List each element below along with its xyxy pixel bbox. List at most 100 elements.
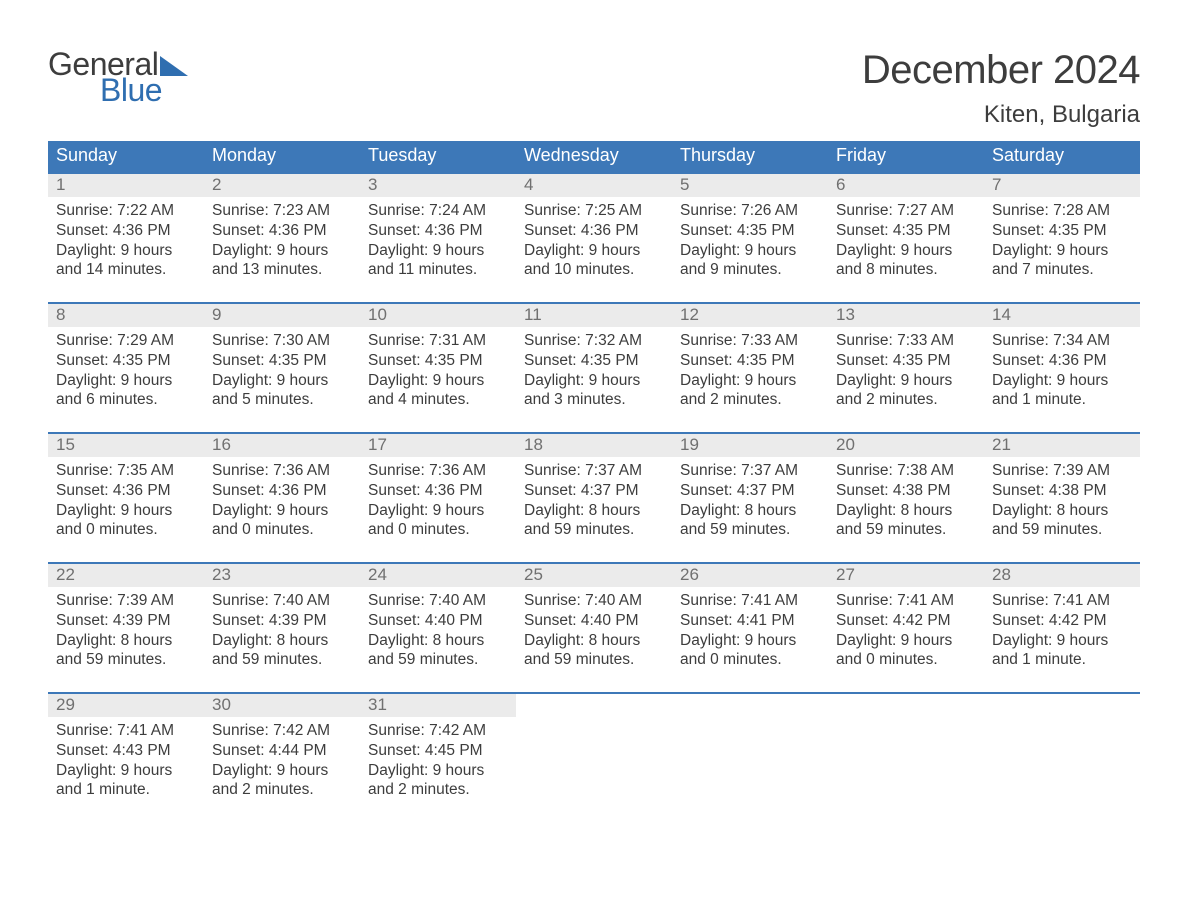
day-sunset: Sunset: 4:37 PM — [524, 481, 664, 501]
day-dl1: Daylight: 9 hours — [56, 371, 196, 391]
day-dl2: and 1 minute. — [992, 390, 1132, 410]
daynum-band: 19 — [672, 434, 828, 457]
day-dl1: Daylight: 9 hours — [56, 761, 196, 781]
day-sunrise: Sunrise: 7:41 AM — [680, 591, 820, 611]
daynum-band: 10 — [360, 304, 516, 327]
daynum-band: 28 — [984, 564, 1140, 587]
day-body: Sunrise: 7:40 AMSunset: 4:39 PMDaylight:… — [204, 587, 360, 670]
day-dl2: and 10 minutes. — [524, 260, 664, 280]
day-dl1: Daylight: 9 hours — [680, 631, 820, 651]
day-number: 17 — [368, 435, 387, 454]
day-body: Sunrise: 7:23 AMSunset: 4:36 PMDaylight:… — [204, 197, 360, 280]
day-sunrise: Sunrise: 7:41 AM — [992, 591, 1132, 611]
daynum-band: 25 — [516, 564, 672, 587]
day-sunrise: Sunrise: 7:26 AM — [680, 201, 820, 221]
day-number: 27 — [836, 565, 855, 584]
day-dl2: and 1 minute. — [992, 650, 1132, 670]
day-dl1: Daylight: 9 hours — [524, 371, 664, 391]
day-dl2: and 2 minutes. — [836, 390, 976, 410]
day-sunset: Sunset: 4:39 PM — [56, 611, 196, 631]
calendar-day: 31Sunrise: 7:42 AMSunset: 4:45 PMDayligh… — [360, 694, 516, 808]
day-number: 20 — [836, 435, 855, 454]
day-number: 22 — [56, 565, 75, 584]
calendar-week: 15Sunrise: 7:35 AMSunset: 4:36 PMDayligh… — [48, 432, 1140, 562]
calendar-day: 30 Sunrise: 7:42 AMSunset: 4:44 PMDayligh… — [204, 694, 360, 808]
day-sunrise: Sunrise: 7:41 AM — [836, 591, 976, 611]
day-dl1: Daylight: 9 hours — [212, 241, 352, 261]
day-dl2: and 59 minutes. — [680, 520, 820, 540]
logo-word-blue: Blue — [100, 74, 188, 106]
logo: General Blue — [48, 48, 188, 106]
day-dl2: and 59 minutes. — [56, 650, 196, 670]
day-sunset: Sunset: 4:35 PM — [368, 351, 508, 371]
day-sunset: Sunset: 4:40 PM — [524, 611, 664, 631]
calendar-day: 19Sunrise: 7:37 AMSunset: 4:37 PMDayligh… — [672, 434, 828, 562]
day-sunrise: Sunrise: 7:25 AM — [524, 201, 664, 221]
day-sunset: Sunset: 4:41 PM — [680, 611, 820, 631]
day-number: 10 — [368, 305, 387, 324]
day-dl1: Daylight: 8 hours — [368, 631, 508, 651]
day-sunrise: Sunrise: 7:27 AM — [836, 201, 976, 221]
day-body: Sunrise: 7:29 AMSunset: 4:35 PMDaylight:… — [48, 327, 204, 410]
day-dl1: Daylight: 9 hours — [992, 631, 1132, 651]
day-sunset: Sunset: 4:36 PM — [56, 481, 196, 501]
day-sunset: Sunset: 4:35 PM — [680, 221, 820, 241]
day-dl1: Daylight: 8 hours — [56, 631, 196, 651]
day-dl1: Daylight: 9 hours — [368, 371, 508, 391]
day-body: Sunrise: 7:31 AMSunset: 4:35 PMDaylight:… — [360, 327, 516, 410]
day-body: Sunrise: 7:41 AMSunset: 4:43 PMDaylight:… — [48, 717, 204, 800]
day-dl1: Daylight: 9 hours — [992, 371, 1132, 391]
day-number: 13 — [836, 305, 855, 324]
day-number: 29 — [56, 695, 75, 714]
day-sunset: Sunset: 4:38 PM — [836, 481, 976, 501]
calendar-day: 1Sunrise: 7:22 AMSunset: 4:36 PMDaylight… — [48, 174, 204, 302]
day-header-fri: Friday — [828, 141, 984, 172]
day-header-thu: Thursday — [672, 141, 828, 172]
day-sunrise: Sunrise: 7:39 AM — [992, 461, 1132, 481]
day-sunset: Sunset: 4:36 PM — [368, 481, 508, 501]
calendar-day: 5Sunrise: 7:26 AMSunset: 4:35 PMDaylight… — [672, 174, 828, 302]
day-number: 25 — [524, 565, 543, 584]
daynum-band: 2 — [204, 174, 360, 197]
day-sunset: Sunset: 4:42 PM — [992, 611, 1132, 631]
day-sunrise: Sunrise: 7:37 AM — [524, 461, 664, 481]
daynum-band: 5 — [672, 174, 828, 197]
day-dl2: and 0 minutes. — [56, 520, 196, 540]
daynum-band: 3 — [360, 174, 516, 197]
daynum-band: 1 — [48, 174, 204, 197]
day-sunrise: Sunrise: 7:30 AM — [212, 331, 352, 351]
day-body: Sunrise: 7:34 AMSunset: 4:36 PMDaylight:… — [984, 327, 1140, 410]
month-title: December 2024 — [862, 48, 1140, 93]
calendar-day: 26Sunrise: 7:41 AMSunset: 4:41 PMDayligh… — [672, 564, 828, 692]
calendar-day: 18Sunrise: 7:37 AMSunset: 4:37 PMDayligh… — [516, 434, 672, 562]
calendar-day: 9Sunrise: 7:30 AMSunset: 4:35 PMDaylight… — [204, 304, 360, 432]
day-sunrise: Sunrise: 7:24 AM — [368, 201, 508, 221]
calendar-day: 22Sunrise: 7:39 AMSunset: 4:39 PMDayligh… — [48, 564, 204, 692]
day-sunrise: Sunrise: 7:41 AM — [56, 721, 196, 741]
day-dl2: and 2 minutes. — [212, 780, 352, 800]
day-dl2: and 59 minutes. — [836, 520, 976, 540]
day-body: Sunrise: 7:32 AMSunset: 4:35 PMDaylight:… — [516, 327, 672, 410]
calendar-day-empty — [516, 694, 672, 808]
day-sunrise: Sunrise: 7:33 AM — [836, 331, 976, 351]
calendar-day: 28 Sunrise: 7:41 AMSunset: 4:42 PMDayligh… — [984, 564, 1140, 692]
day-number: 30 — [212, 695, 231, 714]
day-dl2: and 1 minute. — [56, 780, 196, 800]
day-dl2: and 14 minutes. — [56, 260, 196, 280]
day-body: Sunrise: 7:35 AMSunset: 4:36 PMDaylight:… — [48, 457, 204, 540]
calendar-day: 27Sunrise: 7:41 AMSunset: 4:42 PMDayligh… — [828, 564, 984, 692]
daynum-band: 13 — [828, 304, 984, 327]
day-sunrise: Sunrise: 7:38 AM — [836, 461, 976, 481]
day-body: Sunrise: 7:42 AMSunset: 4:44 PMDaylight:… — [204, 717, 360, 800]
day-number: 2 — [212, 175, 221, 194]
calendar: Sunday Monday Tuesday Wednesday Thursday… — [48, 141, 1140, 808]
day-body: Sunrise: 7:40 AMSunset: 4:40 PMDaylight:… — [516, 587, 672, 670]
day-number: 7 — [992, 175, 1001, 194]
calendar-day: 7Sunrise: 7:28 AMSunset: 4:35 PMDaylight… — [984, 174, 1140, 302]
day-dl1: Daylight: 9 hours — [836, 241, 976, 261]
calendar-day-empty — [828, 694, 984, 808]
day-dl1: Daylight: 9 hours — [56, 501, 196, 521]
daynum-band: 4 — [516, 174, 672, 197]
day-sunset: Sunset: 4:35 PM — [680, 351, 820, 371]
day-dl1: Daylight: 9 hours — [368, 501, 508, 521]
